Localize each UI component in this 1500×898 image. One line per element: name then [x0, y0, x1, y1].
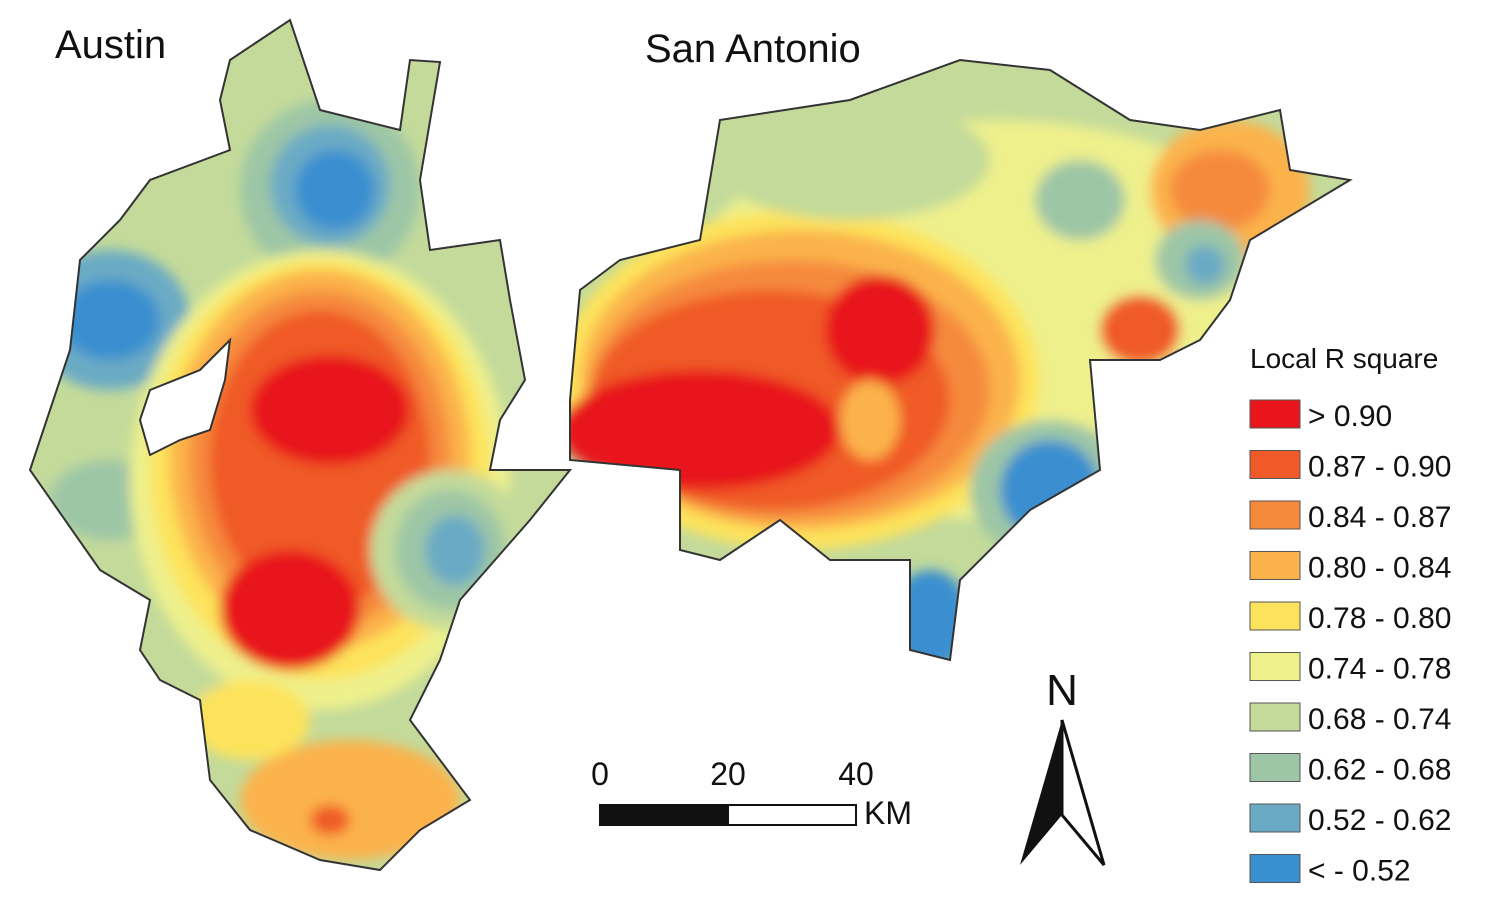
legend-swatch — [1249, 601, 1301, 631]
surface-zone — [240, 740, 460, 860]
legend-swatch — [1249, 803, 1301, 833]
san-antonio-outline — [569, 58, 1353, 662]
legend-label: 0.87 - 0.90 — [1308, 451, 1451, 484]
legend-label: 0.84 - 0.87 — [1308, 501, 1451, 534]
legend-swatch — [1249, 399, 1301, 429]
scale-segment — [599, 804, 729, 826]
map-label: San Antonio — [645, 27, 861, 71]
arrow-right — [1060, 719, 1106, 866]
scale-unit: KM — [864, 795, 912, 831]
surface-zone — [570, 370, 840, 490]
surface-zone — [310, 805, 350, 835]
arrow-left — [1020, 720, 1062, 865]
surface-zone — [840, 380, 900, 460]
legend-label: 0.80 - 0.84 — [1308, 552, 1451, 585]
surface-zone — [1185, 245, 1225, 285]
scale-segment — [727, 804, 857, 826]
surface-zone — [1035, 160, 1125, 240]
legend-swatch — [1249, 854, 1301, 883]
legend-label: < - 0.52 — [1308, 855, 1411, 888]
surface-zone — [1170, 150, 1270, 230]
scale-tick-label: 20 — [710, 756, 746, 792]
legend-swatch — [1249, 753, 1301, 782]
legend-label: 0.78 - 0.80 — [1308, 602, 1451, 635]
legend-swatch — [1249, 551, 1301, 580]
surface-zone — [825, 275, 935, 385]
north-arrow: N — [1020, 666, 1106, 866]
north-label: N — [1046, 666, 1078, 715]
surface-zone — [295, 150, 375, 230]
legend-label: 0.52 - 0.62 — [1308, 804, 1451, 837]
legend-swatch — [1249, 702, 1301, 732]
surface-zone — [60, 280, 160, 360]
map-label: Austin — [55, 23, 166, 67]
legend-swatch — [1249, 652, 1301, 681]
surface-zone — [220, 550, 360, 670]
legend-label: 0.62 - 0.68 — [1308, 754, 1451, 787]
legend-label: 0.74 - 0.78 — [1308, 653, 1451, 686]
legend-swatch — [1249, 500, 1301, 530]
legend: > 0.90 0.87 - 0.90 0.84 - 0.87 0.80 - 0.84 0… — [1249, 399, 1451, 888]
surface-zone — [425, 515, 485, 585]
surface-zone — [710, 100, 990, 220]
scale-tick-label: 0 — [591, 756, 609, 792]
legend-swatch — [1249, 450, 1301, 479]
legend-label: 0.68 - 0.74 — [1308, 703, 1451, 736]
surface-zone — [250, 355, 410, 465]
lake — [138, 337, 232, 457]
surface-zone — [1100, 295, 1180, 365]
austin-surface — [30, 20, 570, 870]
scale-tick-label: 40 — [838, 756, 874, 792]
austin-outline — [28, 18, 573, 872]
surface-zone — [190, 680, 310, 760]
legend-label: > 0.90 — [1308, 400, 1392, 433]
legend-title: Local R square — [1250, 343, 1438, 374]
